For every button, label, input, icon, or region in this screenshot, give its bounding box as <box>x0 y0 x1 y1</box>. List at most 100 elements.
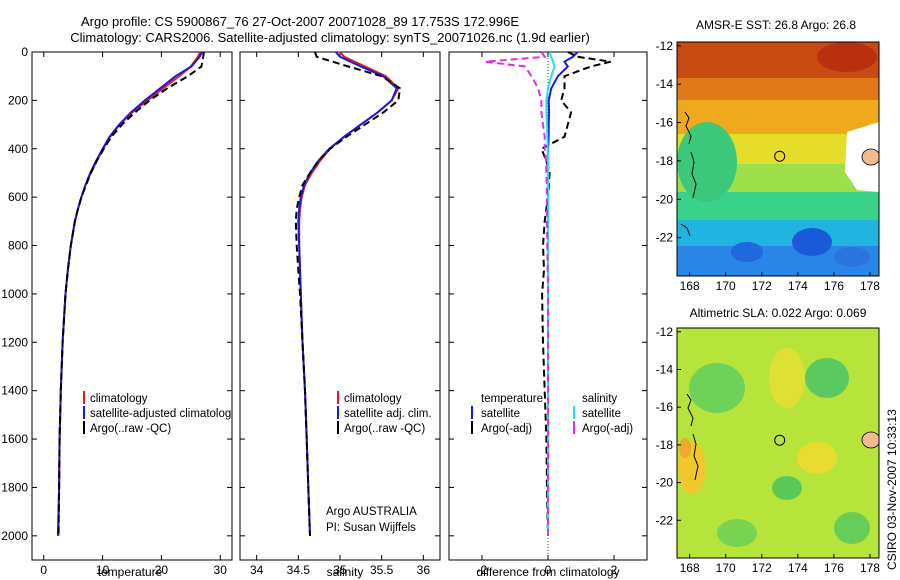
sla-yellow-1 <box>769 348 805 408</box>
sst-cool-patch-3 <box>834 247 870 267</box>
diff-legend-text-s-argo: Argo(-adj) <box>582 423 633 435</box>
salinity-xlabel: salinity <box>327 565 364 579</box>
salinity-xtick-label: 35.5 <box>370 563 394 577</box>
difference-xtick-label: -2 <box>477 563 488 577</box>
legend-text-climatology: climatology <box>90 393 148 405</box>
sla-xtick-label: 172 <box>752 561 772 575</box>
salinity-xtick-label: 35 <box>333 563 347 577</box>
sla-xtick-label: 174 <box>788 561 808 575</box>
float-info-line2: PI: Susan Wijffels <box>326 522 416 534</box>
sst-band-cyan <box>677 220 879 248</box>
figure-title-line1: Argo profile: CS 5900867_76 27-Oct-2007 … <box>81 14 519 29</box>
difference-legend: temperature salinity satellite Argo(-adj… <box>471 393 633 435</box>
difference-xlabel: difference from climatology <box>476 565 619 579</box>
temperature-series-satellite-adjusted-climatology <box>56 51 203 536</box>
temperature-ytick-label: 1200 <box>1 335 28 349</box>
sst-argo-marker <box>774 150 786 162</box>
sla-island-fiji <box>861 431 879 449</box>
sla-orange-1 <box>679 438 691 458</box>
sla-green-1 <box>689 363 745 413</box>
temperature-ytick-label: 200 <box>8 93 28 107</box>
sst-island-caledonia <box>680 223 691 237</box>
temperature-xtick-label: 20 <box>155 563 169 577</box>
sla-island-vanuatu-2 <box>692 433 699 481</box>
sla-green-4 <box>834 512 870 544</box>
sla-xtick-label: 178 <box>860 561 880 575</box>
sst-band-north2 <box>677 78 879 102</box>
salinity-panel: 34 34.5 35 35.5 36 salinity climatology sate… <box>239 51 441 579</box>
sst-xtick-label: 178 <box>860 279 880 293</box>
salinity-xtick-label: 34 <box>250 563 264 577</box>
sla-xtick-label: 168 <box>680 561 700 575</box>
sst-ytick-label: -16 <box>656 116 674 130</box>
sst-map-panel: AMSR-E SST: 26.8 Argo: 26.8 168 170 172 174… <box>656 18 881 293</box>
sla-ytick-label: -16 <box>656 400 674 414</box>
difference-xtick-label: 2 <box>611 563 618 577</box>
sst-xtick-label: 172 <box>752 279 772 293</box>
temperature-series-climatology <box>57 51 202 536</box>
sla-ytick-label: -12 <box>656 325 674 339</box>
sla-ytick-label: -14 <box>656 362 674 376</box>
float-info-line1: Argo AUSTRALIA <box>326 506 417 518</box>
temperature-xlabel: temperature <box>98 565 163 579</box>
diff-legend-text-t-satellite: satellite <box>481 408 520 420</box>
sla-map-title: Altimetric SLA: 0.022 Argo: 0.069 <box>690 306 867 320</box>
salinity-series-argo-raw-qc- <box>294 51 402 536</box>
sst-ytick-label: -22 <box>656 231 674 245</box>
sst-map-field <box>677 42 879 276</box>
sla-map-field <box>677 328 879 558</box>
difference-xtick-label: 0 <box>545 563 552 577</box>
temperature-ytick-label: 800 <box>8 239 28 253</box>
salinity-legend: climatology satellite adj. clim. Argo(..… <box>337 391 432 435</box>
diff-legend-text-s-satellite: satellite <box>582 408 621 420</box>
salinity-series-climatology <box>298 51 400 536</box>
difference-series-satellite <box>546 51 579 536</box>
sst-xtick-label: 168 <box>680 279 700 293</box>
sst-axes-box <box>676 41 880 277</box>
sst-ytick-label: -14 <box>656 77 674 91</box>
sla-green-2 <box>805 358 849 398</box>
sst-xtick-label: 176 <box>824 279 844 293</box>
diff-legend-header-temperature: temperature <box>481 393 543 405</box>
sla-xtick-label: 176 <box>824 561 844 575</box>
sla-argo-marker <box>774 434 786 446</box>
temperature-xtick-label: 0 <box>40 563 47 577</box>
sst-cool-patch-2 <box>731 242 763 262</box>
sst-ytick-label: -18 <box>656 154 674 168</box>
temperature-ytick-label: 600 <box>8 190 28 204</box>
sst-ytick-label: -20 <box>656 192 674 206</box>
temperature-ytick-label: 0 <box>21 45 28 59</box>
temperature-series-argo-raw-qc- <box>57 51 205 536</box>
salinity-xtick-label: 34.5 <box>287 563 311 577</box>
sla-ytick-label: -22 <box>656 513 674 527</box>
difference-series-argo-adj- <box>540 51 611 536</box>
temperature-ytick-label: 1800 <box>1 480 28 494</box>
sst-cool-patch-1 <box>792 228 832 256</box>
temperature-panel: 0 10 20 30 0 200 400 600 800 1000 1200 1400 1600 1800… <box>1 45 233 579</box>
sla-axes-box <box>676 327 880 559</box>
temperature-legend: climatology satellite-adjusted climatolo… <box>83 391 231 435</box>
salinity-xtick-label: 36 <box>417 563 431 577</box>
sal-legend-text-argo: Argo(..raw -QC) <box>344 423 425 435</box>
temperature-ytick-label: 1000 <box>1 287 28 301</box>
sst-xtick-label: 170 <box>716 279 736 293</box>
legend-text-argo: Argo(..raw -QC) <box>90 423 171 435</box>
sla-green-3 <box>772 476 802 500</box>
sla-ytick-label: -18 <box>656 438 674 452</box>
difference-panel: -2 0 2 difference from climatology tempera… <box>448 51 648 579</box>
temperature-ytick-label: 1600 <box>1 432 28 446</box>
sla-green-5 <box>717 519 757 547</box>
salinity-series-satellite-adj-clim- <box>297 51 398 536</box>
sst-island-vanuatu <box>684 111 692 145</box>
sst-warm-tongue <box>677 122 737 202</box>
sal-legend-text-satellite: satellite adj. clim. <box>344 408 432 420</box>
temperature-xtick-label: 10 <box>96 563 110 577</box>
sst-island-vanuatu-2 <box>690 151 697 199</box>
diff-legend-text-t-argo: Argo(-adj) <box>481 423 532 435</box>
legend-text-satellite: satellite-adjusted climatolog <box>90 408 231 420</box>
sal-legend-text-climatology: climatology <box>344 393 402 405</box>
sst-xtick-label: 174 <box>788 279 808 293</box>
sla-yellow-3 <box>797 442 837 474</box>
sla-ytick-label: -20 <box>656 476 674 490</box>
